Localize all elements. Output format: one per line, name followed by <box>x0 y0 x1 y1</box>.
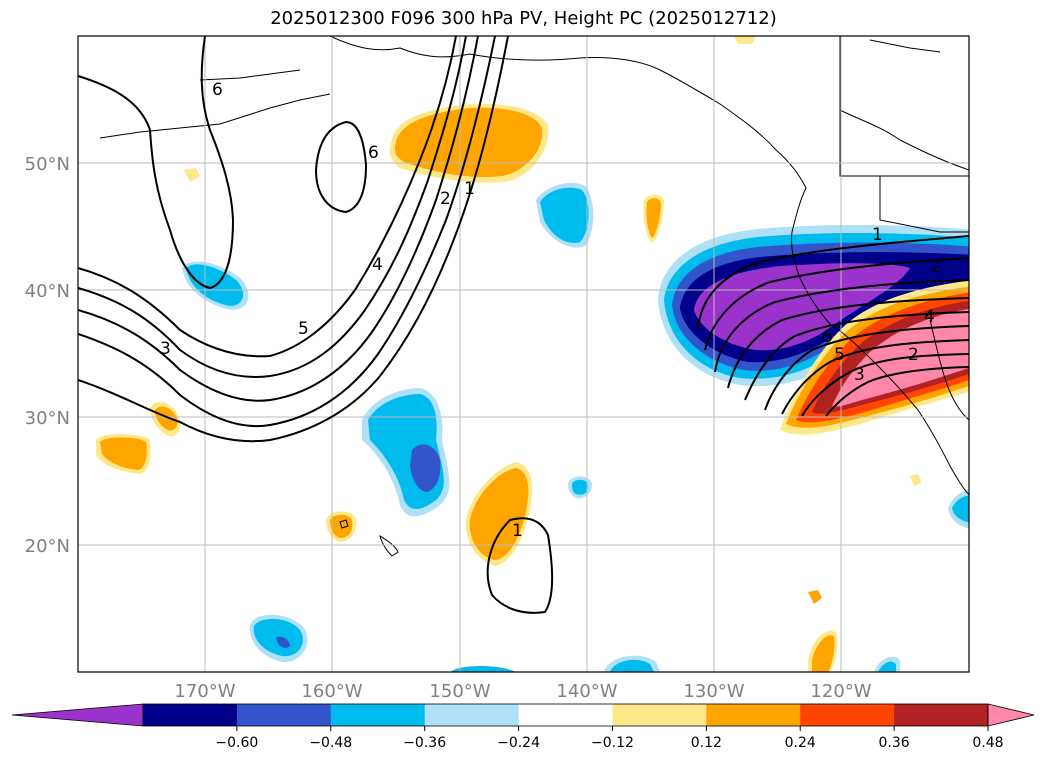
latitude-labels: 50°N 40°N 30°N 20°N <box>25 154 70 557</box>
pv-anomaly-ridge-positive <box>780 280 969 435</box>
colorbar-extend-low <box>11 703 144 727</box>
contour-label: 6 <box>368 143 379 163</box>
pv-anomaly-small-south <box>184 36 969 672</box>
contour-label: 2 <box>908 345 919 365</box>
lon-label: 150°W <box>429 681 490 702</box>
graticule <box>78 36 969 672</box>
height-contours <box>78 36 969 614</box>
colorbar-swatch <box>612 704 707 726</box>
contour-label: 4 <box>924 307 935 327</box>
colorbar-swatch <box>330 704 426 726</box>
contour-label: 2 <box>440 189 451 209</box>
colorbar-swatch <box>143 704 238 726</box>
lon-label: 140°W <box>556 681 617 702</box>
lat-label: 30°N <box>25 408 70 429</box>
contour-label: 6 <box>822 327 833 347</box>
contour-labels: 6 6 5 4 3 2 1 1 1 4 6 5 3 2 2 <box>160 80 941 541</box>
contour-label: 1 <box>464 179 475 199</box>
colorbar-tick-label: −0.24 <box>497 735 540 751</box>
lon-label: 170°W <box>174 681 235 702</box>
lat-label: 20°N <box>25 536 70 557</box>
colorbar-border <box>142 703 989 727</box>
colorbar-swatch <box>236 704 332 726</box>
map-title: 2025012300 F096 300 hPa PV, Height PC (2… <box>270 8 777 29</box>
pv-anomaly-central-negative <box>362 388 450 517</box>
coastlines <box>99 36 969 557</box>
colorbar-tick-label: 0.36 <box>879 735 910 751</box>
lat-label: 40°N <box>25 281 70 302</box>
colorbar-swatch <box>424 704 520 726</box>
lon-label: 120°W <box>810 681 871 702</box>
colorbar: −0.60 −0.48 −0.36 −0.24 −0.12 0.12 0.24 0.36 0.4… <box>11 703 1035 751</box>
colorbar-tick-label: 0.12 <box>691 735 722 751</box>
contour-label: 3 <box>160 339 171 359</box>
contour-label: 1 <box>872 225 883 245</box>
contour-label: 5 <box>834 345 845 365</box>
contour-label: 6 <box>212 80 223 100</box>
pv-anomaly-small-positive <box>643 194 664 243</box>
longitude-labels: 170°W 160°W 150°W 140°W 130°W 120°W <box>174 681 871 702</box>
lat-label: 50°N <box>25 154 70 175</box>
map-frame <box>77 35 970 673</box>
contour-label: 3 <box>854 365 865 385</box>
colorbar-swatch <box>706 704 801 726</box>
pv-anomaly-gulf-negative <box>536 182 594 248</box>
border-lines <box>839 36 969 177</box>
lon-label: 130°W <box>683 681 744 702</box>
contour-label: 1 <box>512 521 523 541</box>
colorbar-tick-label: 0.24 <box>785 735 816 751</box>
colorbar-extend-high <box>987 703 1035 727</box>
colorbar-tick-label: −0.60 <box>215 735 258 751</box>
pv-anomaly-small-west-positive <box>96 401 357 542</box>
colorbar-swatch <box>894 704 989 726</box>
contour-label: 4 <box>372 255 383 275</box>
colorbar-tick-label: 0.48 <box>972 735 1003 751</box>
colorbar-swatch <box>800 704 895 726</box>
colorbar-tick-label: −0.36 <box>403 735 446 751</box>
colorbar-swatch <box>518 704 613 726</box>
contour-label: 2 <box>930 257 941 277</box>
colorbar-tick-label: −0.12 <box>591 735 634 751</box>
pv-anomaly-central-positive <box>465 462 533 566</box>
lon-label: 160°W <box>301 681 362 702</box>
contour-label: 5 <box>298 319 309 339</box>
colorbar-tick-label: −0.48 <box>309 735 352 751</box>
